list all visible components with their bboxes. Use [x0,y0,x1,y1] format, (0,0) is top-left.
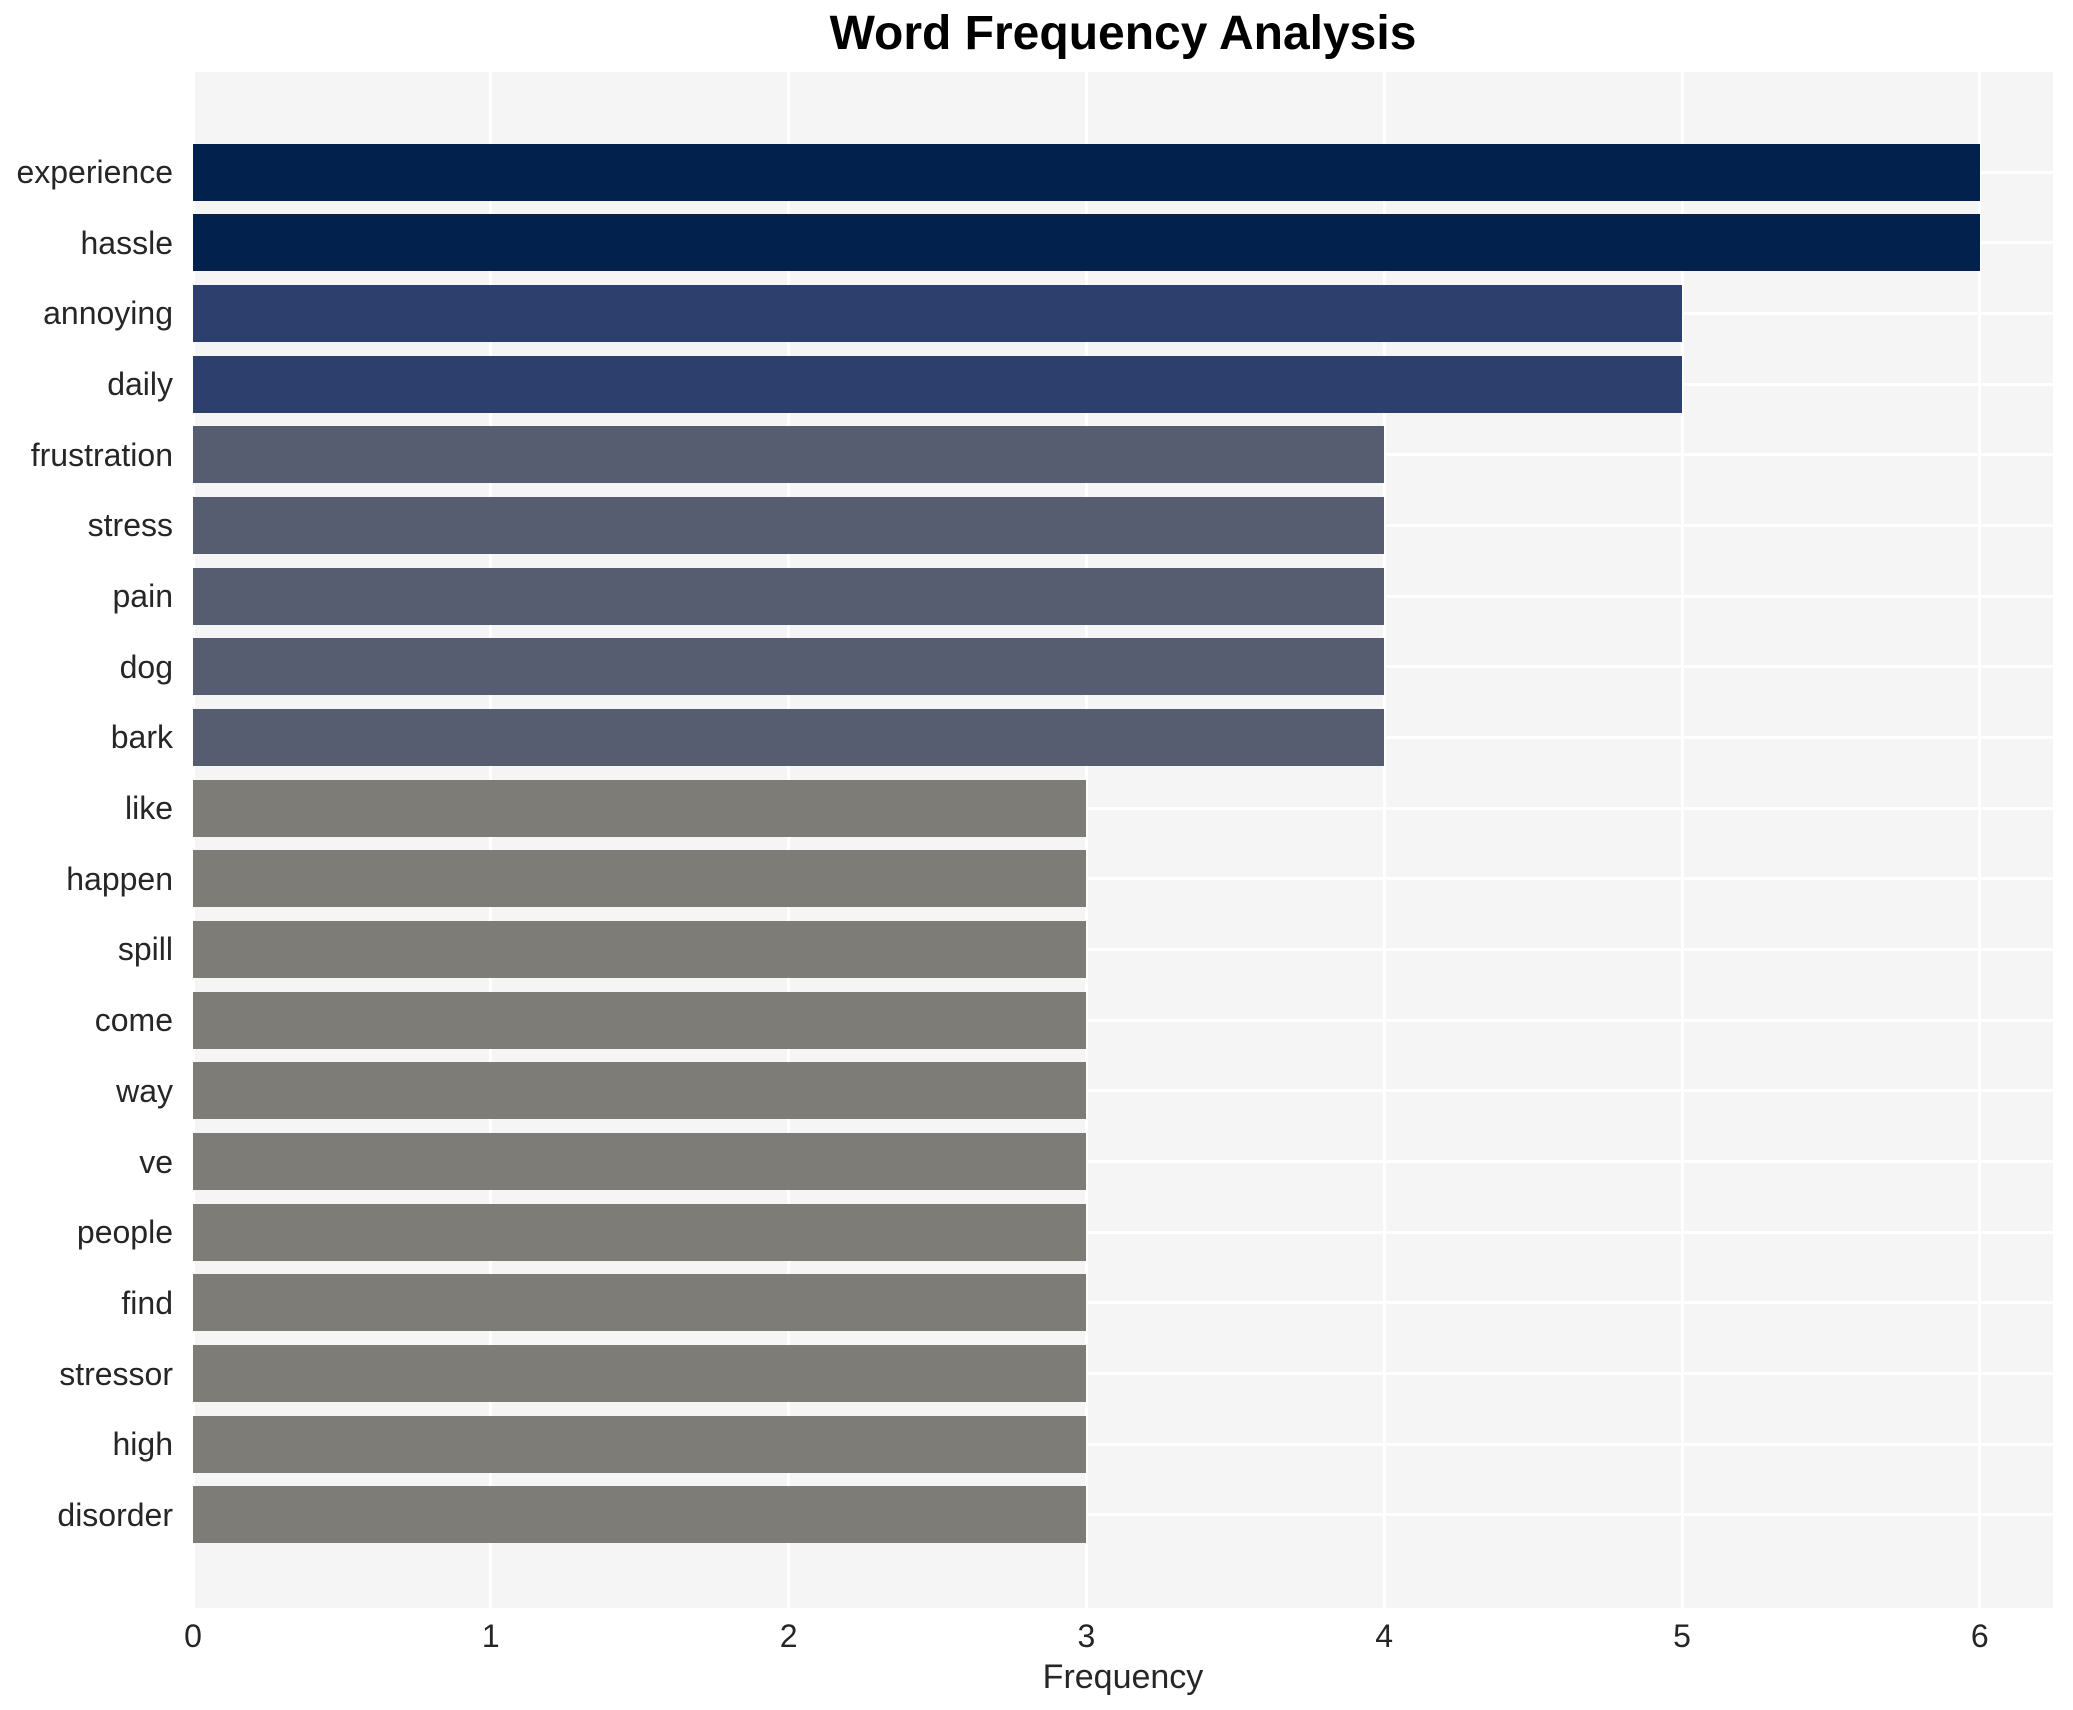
y-axis-category-labels: experience hassle annoying daily frustration… [0,72,183,1608]
bar-experience [193,143,1980,201]
x-tick-label: 3 [1077,1618,1096,1654]
category-label: find [121,1284,173,1321]
x-gridline [1978,72,1982,1608]
bar-like [193,779,1087,837]
category-label: happen [66,860,173,897]
bar-high [193,1415,1087,1473]
y-gridline [193,1160,2053,1164]
x-tick-label: 0 [184,1618,202,1654]
category-label: come [94,1002,173,1039]
category-label: way [116,1072,173,1109]
y-gridline [193,947,2053,951]
bar-pain [193,567,1385,625]
y-gridline [193,806,2053,810]
category-label: high [112,1426,174,1463]
bar-find [193,1274,1087,1332]
category-label: frustration [30,436,173,473]
bar-dog [193,638,1385,696]
bar-daily [193,355,1682,413]
category-label: spill [117,931,173,968]
category-label: people [76,1214,173,1251]
x-axis-tick-labels: 0 1 2 3 4 5 6 [0,1616,2073,1656]
bar-happen [193,850,1087,908]
y-gridline [193,1089,2053,1093]
category-label: pain [112,578,174,615]
category-label: experience [16,154,173,190]
bar-ve [193,1133,1087,1191]
x-tick-label: 5 [1673,1618,1691,1654]
chart-title: Word Frequency Analysis [829,7,1417,60]
y-gridline [193,1442,2053,1446]
bar-people [193,1203,1087,1261]
bar-hassle [193,214,1980,272]
y-gridline [193,1513,2053,1517]
category-label: dog [119,648,173,685]
y-gridline [193,1230,2053,1234]
bar-annoying [193,284,1682,342]
x-tick-label: 1 [481,1618,500,1654]
category-label: stress [87,507,173,544]
bar-stress [193,496,1385,554]
y-gridline [193,877,2053,881]
bar-bark [193,708,1385,766]
category-label: disorder [57,1496,173,1533]
x-gridline [1382,72,1386,1608]
bar-come [193,991,1087,1049]
category-label: stressor [59,1355,173,1392]
category-label: like [124,790,173,827]
y-gridline [193,1372,2053,1376]
category-label: hassle [80,224,174,261]
y-gridline [193,1018,2053,1022]
bar-disorder [193,1486,1087,1544]
x-tick-label: 6 [1970,1618,1989,1654]
bar-stressor [193,1345,1087,1403]
category-label: bark [110,719,173,756]
x-gridline [193,72,195,1608]
x-gridline [489,72,493,1608]
plot-area [193,72,2053,1608]
bar-frustration [193,426,1385,484]
category-label: annoying [43,295,173,332]
bar-spill [193,920,1087,978]
x-axis-title: Frequency [1042,1658,1204,1696]
category-label: daily [107,366,173,403]
x-tick-label: 4 [1375,1618,1394,1654]
bar-way [193,1062,1087,1120]
x-gridline [787,72,791,1608]
y-gridline [193,1301,2053,1305]
x-gridline [1680,72,1684,1608]
category-label: ve [139,1143,173,1180]
x-gridline [1084,72,1088,1608]
x-tick-label: 2 [779,1618,798,1654]
